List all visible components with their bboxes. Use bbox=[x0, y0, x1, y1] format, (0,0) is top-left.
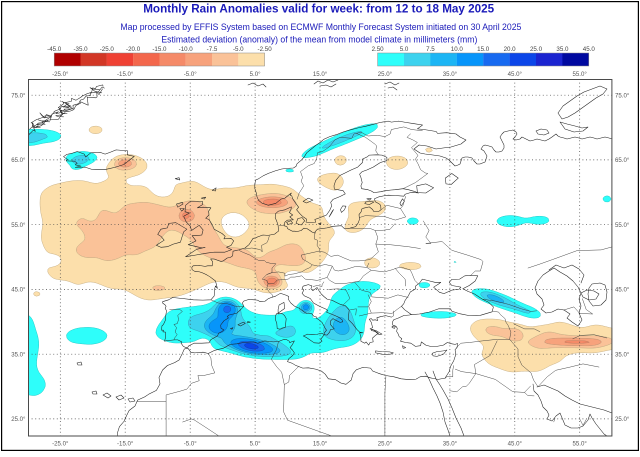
svg-text:45.0: 45.0 bbox=[583, 46, 596, 53]
svg-text:-5.0: -5.0 bbox=[233, 46, 244, 53]
svg-text:5.0°: 5.0° bbox=[250, 71, 261, 78]
svg-text:15.0: 15.0 bbox=[477, 46, 490, 53]
svg-text:75.0°: 75.0° bbox=[615, 93, 630, 100]
svg-text:65.0°: 65.0° bbox=[615, 157, 630, 164]
svg-text:65.0°: 65.0° bbox=[11, 157, 26, 164]
svg-text:25.0: 25.0 bbox=[530, 46, 543, 53]
svg-text:35.0°: 35.0° bbox=[615, 352, 630, 359]
svg-text:45.0°: 45.0° bbox=[508, 71, 523, 78]
svg-text:20.0: 20.0 bbox=[504, 46, 517, 53]
svg-text:Monthly Rain Anomalies valid f: Monthly Rain Anomalies valid for week: f… bbox=[143, 2, 494, 16]
svg-text:45.0°: 45.0° bbox=[615, 287, 630, 294]
svg-text:10.0: 10.0 bbox=[451, 46, 464, 53]
svg-text:35.0: 35.0 bbox=[556, 46, 569, 53]
svg-text:55.0°: 55.0° bbox=[573, 441, 588, 448]
svg-text:-15.0°: -15.0° bbox=[117, 71, 134, 78]
svg-text:35.0°: 35.0° bbox=[443, 441, 458, 448]
svg-text:-25.0°: -25.0° bbox=[52, 441, 69, 448]
svg-text:-20.0: -20.0 bbox=[126, 46, 141, 53]
svg-text:45.0°: 45.0° bbox=[11, 287, 26, 294]
svg-text:Estimated deviation (anomaly): Estimated deviation (anomaly) of the mea… bbox=[161, 34, 477, 44]
svg-text:35.0°: 35.0° bbox=[11, 352, 26, 359]
svg-text:-45.0: -45.0 bbox=[47, 46, 62, 53]
svg-text:-2.50: -2.50 bbox=[258, 46, 273, 53]
svg-text:2.50: 2.50 bbox=[372, 46, 385, 53]
svg-text:-5.0°: -5.0° bbox=[184, 71, 198, 78]
svg-text:35.0°: 35.0° bbox=[443, 71, 458, 78]
svg-text:5.0: 5.0 bbox=[400, 46, 409, 53]
svg-text:-5.0°: -5.0° bbox=[184, 441, 198, 448]
svg-text:15.0°: 15.0° bbox=[313, 71, 328, 78]
svg-text:55.0°: 55.0° bbox=[615, 222, 630, 229]
svg-text:45.0°: 45.0° bbox=[508, 441, 523, 448]
svg-text:25.0°: 25.0° bbox=[378, 441, 393, 448]
svg-text:-25.0°: -25.0° bbox=[52, 71, 69, 78]
svg-text:25.0°: 25.0° bbox=[378, 71, 393, 78]
svg-text:25.0°: 25.0° bbox=[11, 416, 26, 423]
svg-text:25.0°: 25.0° bbox=[615, 416, 630, 423]
svg-text:7.5: 7.5 bbox=[426, 46, 435, 53]
svg-text:-7.5: -7.5 bbox=[207, 46, 218, 53]
svg-text:Map processed by EFFIS System: Map processed by EFFIS System based on E… bbox=[120, 22, 521, 32]
svg-text:5.0°: 5.0° bbox=[250, 441, 261, 448]
svg-text:55.0°: 55.0° bbox=[11, 222, 26, 229]
svg-text:15.0°: 15.0° bbox=[313, 441, 328, 448]
svg-text:-15.0: -15.0 bbox=[152, 46, 167, 53]
svg-text:-25.0: -25.0 bbox=[100, 46, 115, 53]
svg-text:55.0°: 55.0° bbox=[573, 71, 588, 78]
svg-text:-10.0: -10.0 bbox=[179, 46, 194, 53]
svg-text:75.0°: 75.0° bbox=[11, 93, 26, 100]
svg-text:-15.0°: -15.0° bbox=[117, 441, 134, 448]
svg-text:-35.0: -35.0 bbox=[73, 46, 88, 53]
